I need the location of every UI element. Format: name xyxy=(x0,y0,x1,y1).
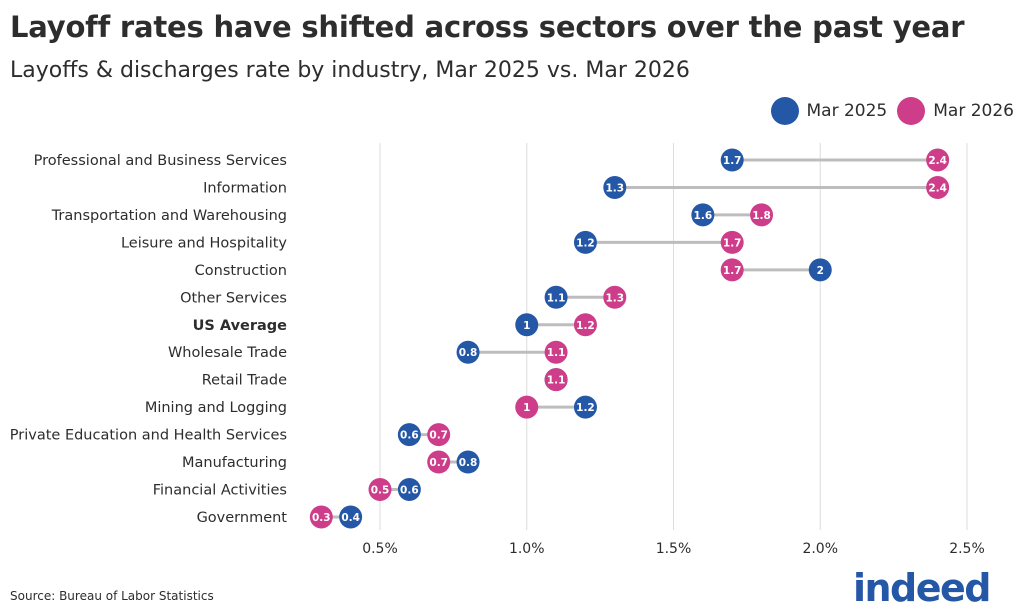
point-mar-2026-label: 2.4 xyxy=(928,182,947,194)
legend-item-mar-2025: Mar 2025 xyxy=(770,97,888,125)
x-tick-label: 1.0% xyxy=(509,541,545,557)
point-mar-2026-label: 1.1 xyxy=(547,375,566,387)
category-label: Manufacturing xyxy=(182,455,287,471)
legend-swatch-mar-2026 xyxy=(897,97,926,125)
legend-item-mar-2026: Mar 2026 xyxy=(897,97,1014,125)
x-tick-label: 2.0% xyxy=(802,541,838,557)
point-mar-2026 xyxy=(544,340,568,364)
point-mar-2026 xyxy=(926,175,950,199)
point-mar-2026-label: 1.2 xyxy=(576,320,595,332)
category-label: Private Education and Health Services xyxy=(10,428,287,444)
point-mar-2026 xyxy=(720,258,744,282)
point-mar-2026-label: 1.7 xyxy=(723,265,742,277)
point-mar-2025-label: 1.3 xyxy=(605,182,624,194)
category-label: Transportation and Warehousing xyxy=(51,208,287,224)
point-mar-2026 xyxy=(573,313,597,337)
point-mar-2026-label: 2.4 xyxy=(928,155,947,167)
point-mar-2025-label: 1.7 xyxy=(723,155,742,167)
category-label: Construction xyxy=(195,263,287,279)
point-mar-2025 xyxy=(397,423,421,447)
category-label: Wholesale Trade xyxy=(168,345,287,361)
point-mar-2026 xyxy=(750,203,774,227)
point-mar-2025 xyxy=(515,313,539,337)
point-mar-2025-label: 0.8 xyxy=(459,457,478,469)
point-mar-2026-label: 0.3 xyxy=(312,512,331,524)
legend-label-mar-2025: Mar 2025 xyxy=(806,101,888,121)
point-mar-2025 xyxy=(808,258,832,282)
point-mar-2026-label: 0.7 xyxy=(429,457,448,469)
legend-swatch-mar-2025 xyxy=(770,97,799,125)
point-mar-2025 xyxy=(397,478,421,502)
point-mar-2025-label: 0.8 xyxy=(459,347,478,359)
point-mar-2025 xyxy=(544,285,568,309)
point-mar-2026 xyxy=(309,505,333,529)
point-mar-2025 xyxy=(456,450,480,474)
legend: Mar 2025 Mar 2026 xyxy=(770,97,1014,125)
point-mar-2026-label: 0.5 xyxy=(371,485,390,497)
source-note: Source: Bureau of Labor Statistics xyxy=(10,589,214,603)
point-mar-2026-label: 1.3 xyxy=(605,292,624,304)
legend-label-mar-2026: Mar 2026 xyxy=(933,101,1014,121)
point-mar-2025 xyxy=(720,148,744,172)
point-mar-2025-label: 1 xyxy=(523,320,530,332)
point-mar-2025 xyxy=(339,505,363,529)
category-label: Financial Activities xyxy=(153,483,287,499)
point-mar-2026 xyxy=(603,285,627,309)
point-mar-2026 xyxy=(368,478,392,502)
chart-title: Layoff rates have shifted across sectors… xyxy=(10,10,965,44)
point-mar-2025 xyxy=(691,203,715,227)
point-mar-2026-label: 1.1 xyxy=(547,347,566,359)
x-tick-label: 0.5% xyxy=(362,541,398,557)
point-mar-2026 xyxy=(544,368,568,392)
chart-subtitle: Layoffs & discharges rate by industry, M… xyxy=(10,58,690,83)
point-mar-2025-label: 1.1 xyxy=(547,292,566,304)
indeed-logo: indeed xyxy=(852,566,992,610)
point-mar-2025-label: 1.6 xyxy=(694,210,713,222)
point-mar-2025-label: 0.6 xyxy=(400,485,419,497)
point-mar-2025-label: 0.4 xyxy=(341,512,360,524)
category-label: Retail Trade xyxy=(202,373,287,389)
point-mar-2025 xyxy=(573,230,597,254)
point-mar-2026 xyxy=(515,395,539,419)
category-label: Professional and Business Services xyxy=(34,153,287,169)
x-tick-label: 1.5% xyxy=(656,541,692,557)
category-label: Information xyxy=(203,180,287,196)
point-mar-2025 xyxy=(603,175,627,199)
point-mar-2026 xyxy=(720,230,744,254)
point-mar-2025-label: 0.6 xyxy=(400,430,419,442)
point-mar-2026 xyxy=(926,148,950,172)
category-label: Government xyxy=(197,510,288,526)
x-tick-label: 2.5% xyxy=(949,541,985,557)
point-mar-2026-label: 1.7 xyxy=(723,237,742,249)
point-mar-2025 xyxy=(456,340,480,364)
category-label: Leisure and Hospitality xyxy=(121,235,287,251)
category-label: Mining and Logging xyxy=(145,400,287,416)
point-mar-2026 xyxy=(427,450,451,474)
point-mar-2025-label: 2 xyxy=(817,265,824,277)
point-mar-2025 xyxy=(573,395,597,419)
point-mar-2025-label: 1.2 xyxy=(576,402,595,414)
point-mar-2026-label: 1.8 xyxy=(752,210,771,222)
point-mar-2026-label: 1 xyxy=(523,402,530,414)
category-label: US Average xyxy=(193,318,288,334)
category-label: Other Services xyxy=(180,290,287,306)
point-mar-2025-label: 1.2 xyxy=(576,237,595,249)
point-mar-2026 xyxy=(427,423,451,447)
point-mar-2026-label: 0.7 xyxy=(429,430,448,442)
